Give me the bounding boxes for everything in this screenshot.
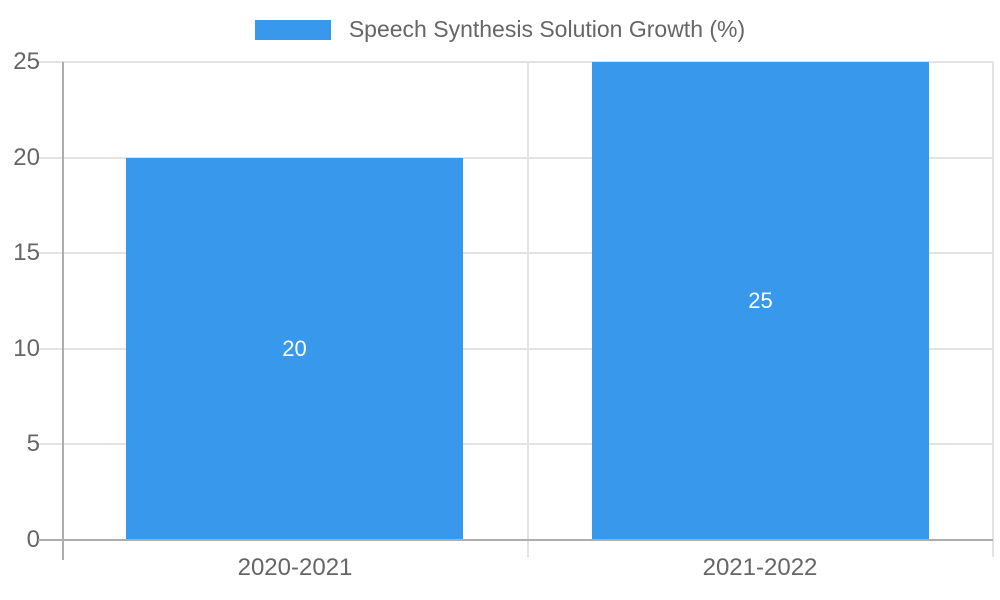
y-axis-tick <box>38 443 62 445</box>
x-axis-line <box>38 539 993 541</box>
y-axis-tick-label: 20 <box>13 144 40 171</box>
bar-2020-2021[interactable]: 20 <box>126 158 463 540</box>
legend[interactable]: Speech Synthesis Solution Growth (%) <box>0 16 1000 43</box>
bar-value-label: 25 <box>748 288 773 313</box>
bar-value-label: 20 <box>282 336 307 361</box>
legend-color-swatch <box>254 19 331 40</box>
y-axis-tick-label: 25 <box>13 48 40 75</box>
y-axis-tick <box>38 157 62 159</box>
y-axis-line <box>62 62 64 560</box>
x-axis-label: 2020-2021 <box>237 554 353 581</box>
y-axis-tick <box>38 252 62 254</box>
x-axis-label: 2021-2022 <box>702 554 818 581</box>
v-gridline <box>992 62 994 557</box>
legend-series-label: Speech Synthesis Solution Growth (%) <box>348 16 746 42</box>
y-axis-tick <box>38 61 62 63</box>
y-axis-tick-label: 0 <box>26 526 40 553</box>
y-axis-tick-label: 10 <box>13 335 40 362</box>
y-axis-tick-label: 15 <box>13 239 40 266</box>
y-axis-tick <box>38 348 62 350</box>
y-axis-tick-label: 5 <box>26 430 40 457</box>
bar-2021-2022[interactable]: 25 <box>592 62 929 540</box>
v-gridline <box>527 62 529 557</box>
